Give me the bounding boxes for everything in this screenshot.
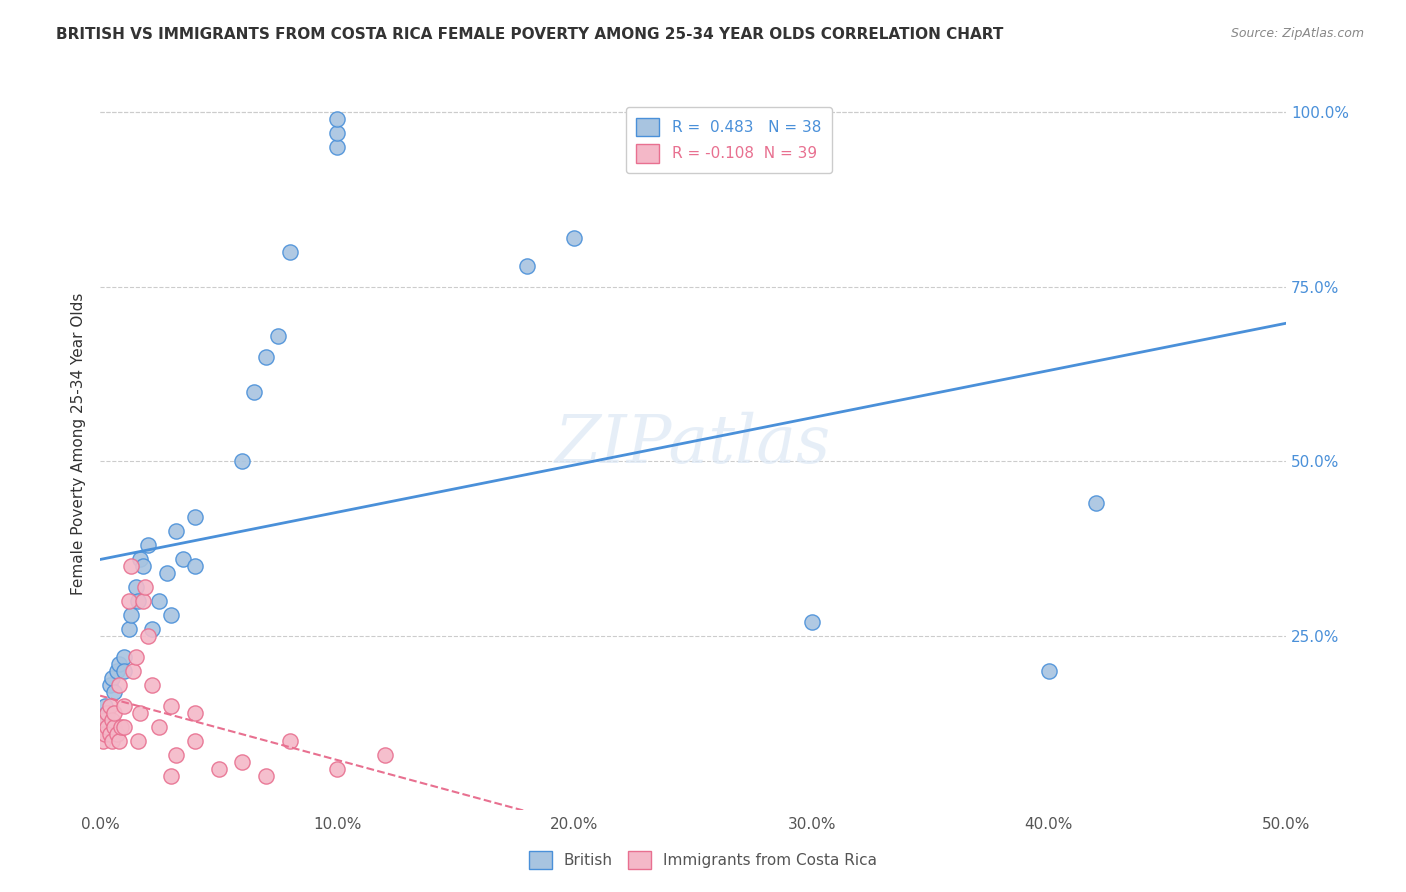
Point bbox=[231, 454, 253, 468]
Point bbox=[278, 244, 301, 259]
Point bbox=[326, 126, 349, 140]
Legend: British, Immigrants from Costa Rica: British, Immigrants from Costa Rica bbox=[523, 845, 883, 875]
Point bbox=[160, 698, 183, 713]
Point bbox=[91, 713, 114, 727]
Point bbox=[184, 510, 207, 524]
Point bbox=[243, 384, 266, 399]
Point bbox=[96, 706, 118, 720]
Point bbox=[129, 552, 152, 566]
Point bbox=[160, 768, 183, 782]
Point bbox=[120, 607, 142, 622]
Point bbox=[165, 747, 187, 762]
Text: ZIPatlas: ZIPatlas bbox=[555, 411, 831, 476]
Point bbox=[184, 559, 207, 574]
Point bbox=[122, 664, 145, 678]
Point bbox=[98, 698, 121, 713]
Point bbox=[94, 698, 117, 713]
Point bbox=[326, 140, 349, 154]
Point bbox=[326, 112, 349, 127]
Point bbox=[141, 622, 163, 636]
Point bbox=[96, 720, 118, 734]
Point bbox=[96, 706, 118, 720]
Point bbox=[105, 664, 128, 678]
Text: Source: ZipAtlas.com: Source: ZipAtlas.com bbox=[1230, 27, 1364, 40]
Point bbox=[516, 259, 538, 273]
Point bbox=[117, 594, 139, 608]
Point bbox=[110, 720, 132, 734]
Point bbox=[101, 671, 124, 685]
Point bbox=[800, 615, 823, 629]
Point bbox=[125, 580, 148, 594]
Point bbox=[105, 726, 128, 740]
Point bbox=[267, 328, 290, 343]
Point bbox=[374, 747, 396, 762]
Point bbox=[108, 678, 131, 692]
Point bbox=[125, 649, 148, 664]
Point bbox=[103, 706, 125, 720]
Text: BRITISH VS IMMIGRANTS FROM COSTA RICA FEMALE POVERTY AMONG 25-34 YEAR OLDS CORRE: BRITISH VS IMMIGRANTS FROM COSTA RICA FE… bbox=[56, 27, 1004, 42]
Point bbox=[101, 713, 124, 727]
Point bbox=[136, 629, 159, 643]
Point bbox=[127, 594, 149, 608]
Point bbox=[129, 706, 152, 720]
Point bbox=[108, 657, 131, 671]
Point bbox=[132, 594, 155, 608]
Point bbox=[148, 594, 170, 608]
Point bbox=[132, 559, 155, 574]
Point bbox=[155, 566, 177, 580]
Point bbox=[120, 559, 142, 574]
Point bbox=[91, 733, 114, 747]
Point bbox=[112, 720, 135, 734]
Point bbox=[184, 706, 207, 720]
Point bbox=[141, 678, 163, 692]
Point bbox=[172, 552, 194, 566]
Point bbox=[94, 713, 117, 727]
Point bbox=[127, 733, 149, 747]
Point bbox=[117, 622, 139, 636]
Y-axis label: Female Poverty Among 25-34 Year Olds: Female Poverty Among 25-34 Year Olds bbox=[72, 293, 86, 595]
Point bbox=[103, 720, 125, 734]
Point bbox=[112, 698, 135, 713]
Point bbox=[136, 538, 159, 552]
Point bbox=[254, 768, 277, 782]
Point bbox=[148, 720, 170, 734]
Point bbox=[134, 580, 156, 594]
Point bbox=[231, 755, 253, 769]
Point bbox=[1038, 664, 1060, 678]
Point bbox=[184, 733, 207, 747]
Point bbox=[98, 678, 121, 692]
Point bbox=[278, 733, 301, 747]
Point bbox=[208, 762, 231, 776]
Point bbox=[112, 649, 135, 664]
Point bbox=[108, 733, 131, 747]
Point bbox=[326, 762, 349, 776]
Point bbox=[165, 524, 187, 539]
Point bbox=[1085, 496, 1108, 510]
Legend: R =  0.483   N = 38, R = -0.108  N = 39: R = 0.483 N = 38, R = -0.108 N = 39 bbox=[626, 107, 831, 173]
Point bbox=[94, 726, 117, 740]
Point bbox=[254, 350, 277, 364]
Point bbox=[112, 664, 135, 678]
Point bbox=[564, 231, 586, 245]
Point bbox=[103, 685, 125, 699]
Point bbox=[98, 726, 121, 740]
Point bbox=[101, 733, 124, 747]
Point bbox=[160, 607, 183, 622]
